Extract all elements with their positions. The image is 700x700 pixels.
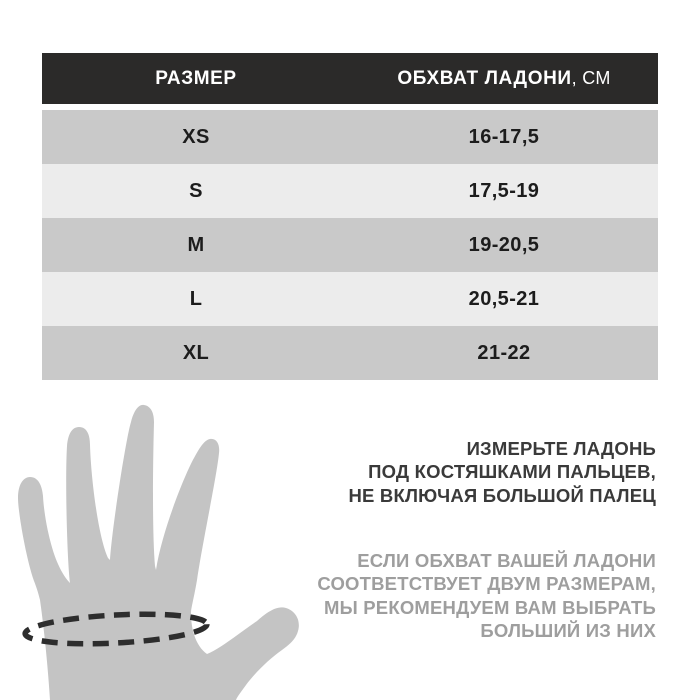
recommendation-line-3: МЫ РЕКОМЕНДУЕМ ВАМ ВЫБРАТЬ xyxy=(323,596,656,618)
table-row: XL 21-22 xyxy=(42,326,658,380)
size-cell: L xyxy=(189,287,203,310)
size-cell: XL xyxy=(182,341,210,364)
measure-line-3: НЕ ВКЛЮЧАЯ БОЛЬШОЙ ПАЛЕЦ xyxy=(348,484,656,506)
hand-measure-icon xyxy=(18,404,299,700)
range-cell: 16-17,5 xyxy=(468,125,540,148)
header-size-column: РАЗМЕР xyxy=(155,67,237,89)
table-row: M 19-20,5 xyxy=(42,218,658,272)
table-row: XS 16-17,5 xyxy=(42,110,658,164)
range-cell: 19-20,5 xyxy=(468,233,540,256)
range-cell: 17,5-19 xyxy=(468,179,540,202)
hand-illustration xyxy=(0,390,320,700)
size-cell: M xyxy=(187,233,205,256)
measure-line-1: ИЗМЕРЬТЕ ЛАДОНЬ xyxy=(466,438,656,459)
recommendation-line-4: БОЛЬШИЙ ИЗ НИХ xyxy=(480,620,656,642)
size-cell: XS xyxy=(182,125,210,148)
measure-instruction: ИЗМЕРЬТЕ ЛАДОНЬ ПОД КОСТЯШКАМИ ПАЛЬЦЕВ, … xyxy=(348,437,656,507)
size-cell: S xyxy=(189,179,203,202)
measure-line-2: ПОД КОСТЯШКАМИ ПАЛЬЦЕВ, xyxy=(368,461,656,483)
recommendation-line-2: СООТВЕТСТВУЕТ ДВУМ РАЗМЕРАМ, xyxy=(317,573,656,595)
size-table: РАЗМЕР ОБХВАТ ЛАДОНИ, СМ XS 16-17,5 S 17… xyxy=(42,53,658,380)
range-cell: 21-22 xyxy=(477,341,531,364)
recommendation-line-1: ЕСЛИ ОБХВАТ ВАШЕЙ ЛАДОНИ xyxy=(357,550,656,571)
header-palm-column: ОБХВАТ ЛАДОНИ, СМ xyxy=(350,53,658,104)
size-table-header: РАЗМЕР ОБХВАТ ЛАДОНИ, СМ xyxy=(42,53,658,104)
hand-silhouette xyxy=(18,404,299,700)
header-palm-unit: , СМ xyxy=(571,68,611,88)
size-recommendation: ЕСЛИ ОБХВАТ ВАШЕЙ ЛАДОНИ СООТВЕТСТВУЕТ Д… xyxy=(317,549,656,643)
measurement-ellipse xyxy=(22,611,210,647)
range-cell: 20,5-21 xyxy=(468,287,540,310)
header-palm-label: ОБХВАТ ЛАДОНИ xyxy=(397,67,572,89)
table-row: S 17,5-19 xyxy=(42,164,658,218)
table-row: L 20,5-21 xyxy=(42,272,658,326)
